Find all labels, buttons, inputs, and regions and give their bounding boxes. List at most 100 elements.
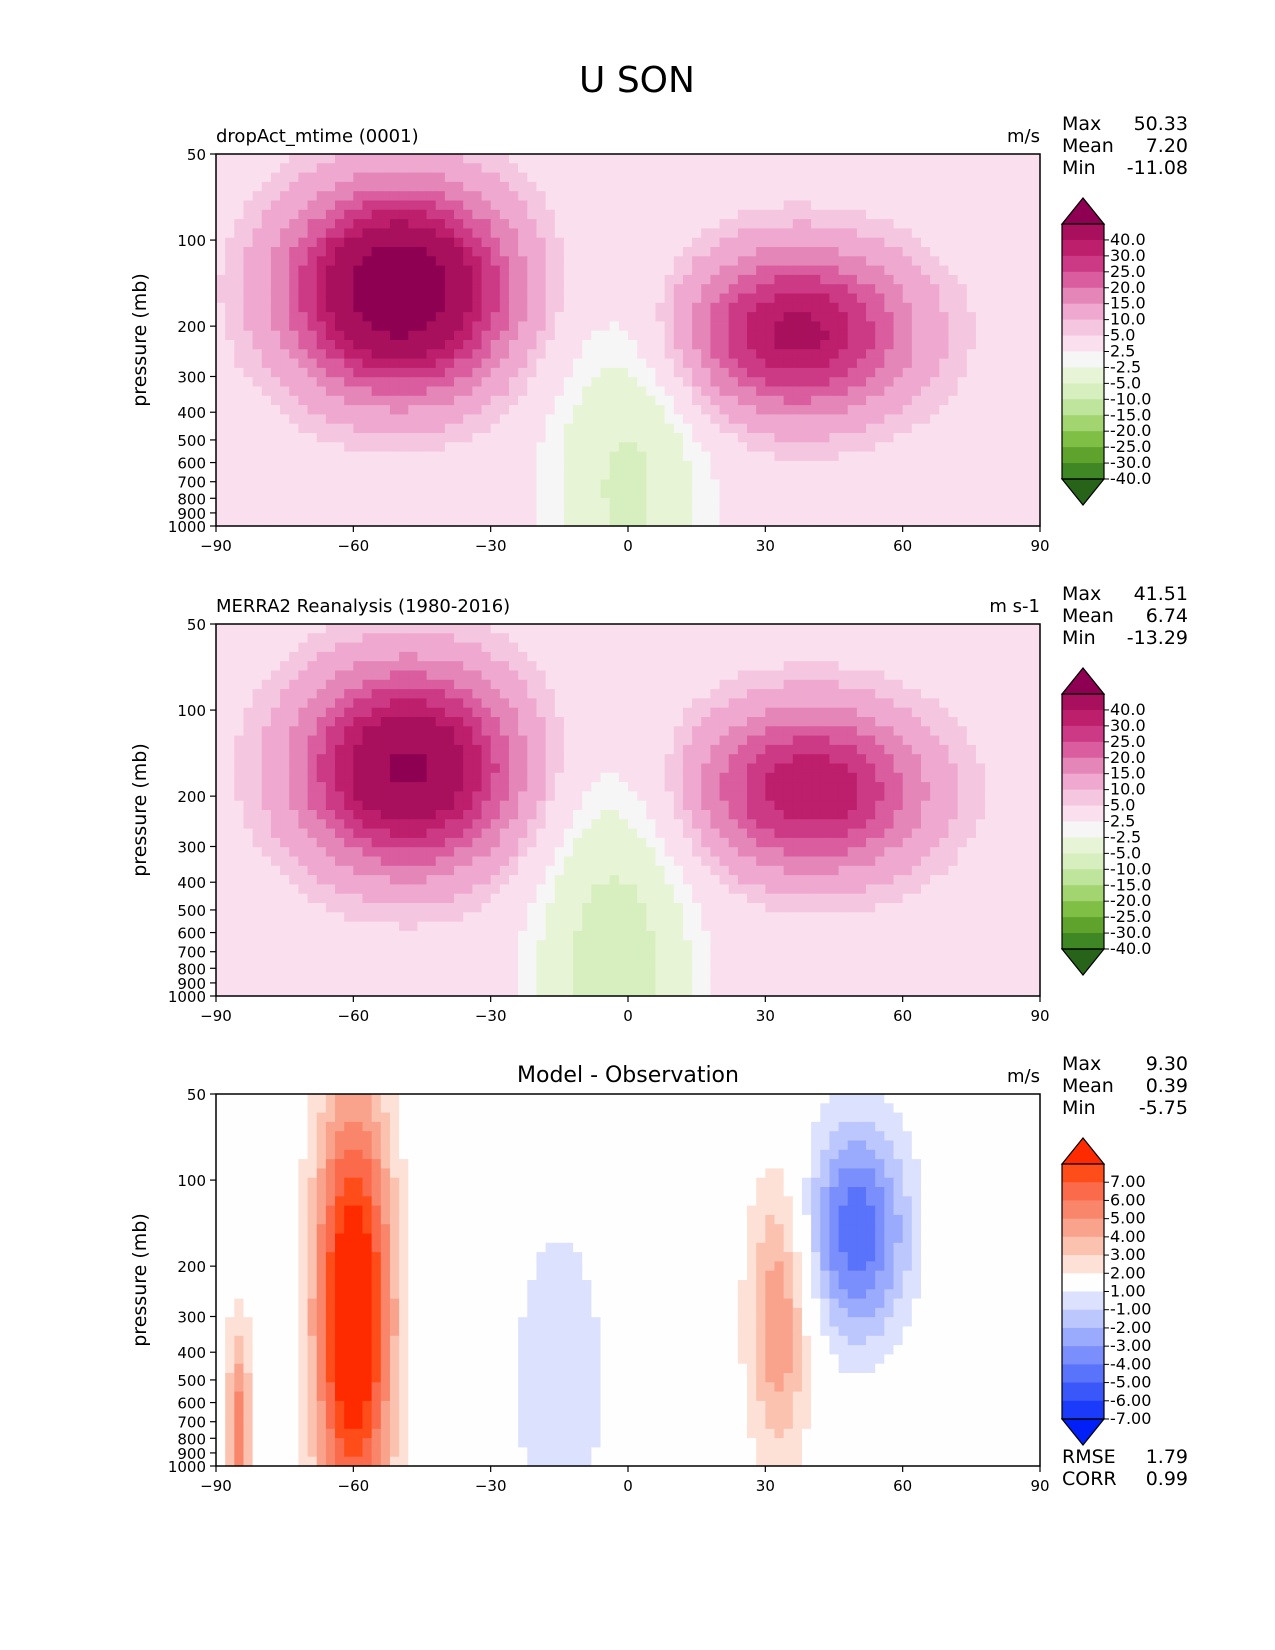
contour-cell: [435, 395, 446, 406]
contour-cell: [463, 624, 473, 634]
contour-cell: [847, 498, 858, 508]
contour-cell: [664, 265, 675, 276]
contour-cell: [966, 423, 977, 434]
contour-cell: [994, 358, 1004, 369]
contour-cell: [261, 293, 272, 304]
contour-cell: [1003, 274, 1014, 285]
contour-cell: [875, 367, 885, 378]
contour-cell: [609, 479, 620, 490]
contour-cell: [380, 423, 391, 434]
contour-cell: [801, 349, 812, 360]
contour-cell: [930, 414, 940, 425]
contour-cell: [673, 470, 684, 481]
contour-cell: [252, 256, 263, 267]
contour-cell: [856, 312, 867, 322]
contour-cell: [573, 470, 583, 481]
contour-cell: [948, 200, 959, 211]
contour-cell: [820, 488, 831, 499]
contour-cell: [930, 451, 940, 462]
contour-cell: [444, 661, 455, 672]
contour-cell: [261, 349, 272, 360]
contour-cell: [463, 312, 473, 322]
contour-cell: [563, 377, 574, 388]
contour-cell: [637, 698, 647, 709]
contour-cell: [609, 237, 620, 248]
contour-cell: [508, 163, 519, 174]
contour-cell: [747, 735, 757, 746]
contour-cell: [316, 321, 327, 332]
contour-cell: [902, 451, 913, 462]
contour-cell: [1003, 670, 1014, 681]
contour-cell: [847, 460, 858, 471]
contour-cell: [811, 488, 821, 499]
contour-cell: [682, 642, 693, 653]
contour-cell: [243, 414, 254, 425]
contour-cell: [948, 516, 959, 527]
contour-cell: [875, 200, 885, 211]
contour-cell: [316, 209, 327, 220]
contour-cell: [646, 679, 657, 690]
contour-cell: [737, 293, 748, 304]
contour-cell: [838, 377, 849, 388]
contour-cell: [252, 284, 263, 295]
contour-cell: [508, 395, 519, 406]
contour-cell: [481, 340, 492, 350]
contour-cell: [472, 717, 483, 727]
contour-cell: [801, 330, 812, 341]
contour-cell: [454, 642, 464, 653]
contour-cell: [545, 377, 556, 388]
contour-cell: [426, 642, 437, 653]
contour-cell: [618, 507, 629, 518]
contour-cell: [454, 633, 464, 644]
contour-cell: [792, 507, 803, 518]
contour-cell: [985, 698, 995, 709]
contour-cell: [426, 154, 437, 164]
contour-cell: [875, 735, 885, 746]
contour-cell: [920, 172, 931, 183]
contour-cell: [948, 624, 959, 634]
contour-cell: [783, 451, 794, 462]
contour-cell: [747, 191, 757, 202]
contour-cell: [280, 209, 290, 220]
contour-cell: [875, 470, 885, 481]
contour-cell: [408, 367, 419, 378]
contour-cell: [1030, 172, 1041, 183]
contour-cell: [820, 423, 831, 434]
contour-cell: [1003, 516, 1014, 527]
contour-cell: [316, 247, 327, 257]
contour-cell: [216, 293, 226, 304]
contour-cell: [426, 191, 437, 202]
contour-cell: [939, 670, 950, 681]
contour-cell: [582, 181, 592, 192]
contour-cell: [646, 154, 657, 164]
contour-cell: [673, 228, 684, 239]
contour-cell: [994, 237, 1004, 248]
contour-cell: [591, 340, 602, 350]
contour-cell: [920, 247, 931, 257]
contour-cell: [911, 460, 922, 471]
contour-cell: [655, 219, 666, 229]
contour-cell: [1021, 451, 1032, 462]
contour-cell: [435, 433, 446, 443]
contour-cell: [573, 163, 583, 174]
contour-cell: [692, 395, 702, 406]
contour-cell: [472, 507, 483, 518]
contour-cell: [774, 633, 785, 644]
contour-cell: [444, 479, 455, 490]
contour-cell: [454, 191, 464, 202]
contour-cell: [307, 744, 318, 755]
contour-cell: [1030, 284, 1041, 295]
contour-cell: [1012, 247, 1023, 257]
contour-cell: [829, 386, 840, 397]
contour-cell: [985, 377, 995, 388]
contour-cell: [893, 321, 904, 332]
contour-cell: [472, 414, 483, 425]
contour-cell: [518, 377, 528, 388]
contour-cell: [316, 726, 327, 737]
contour-cell: [563, 219, 574, 229]
contour-cell: [1030, 312, 1041, 322]
contour-cell: [866, 633, 876, 644]
contour-cell: [289, 460, 299, 471]
contour-cell: [234, 274, 245, 285]
contour-cell: [307, 479, 318, 490]
